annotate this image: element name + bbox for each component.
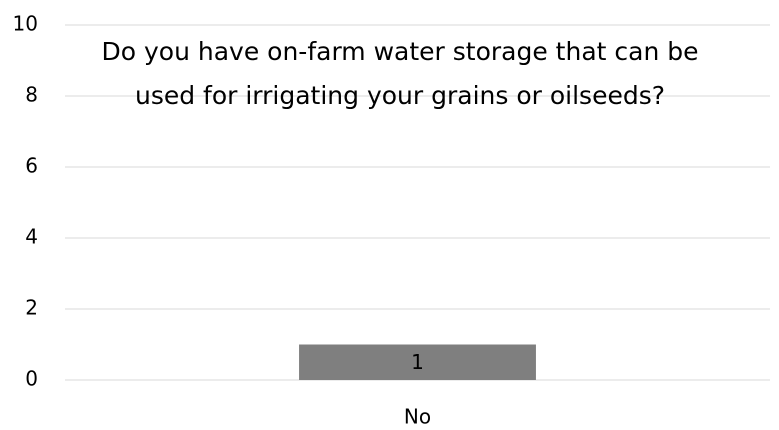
y-tick-label: 8 [25, 83, 38, 107]
x-tick-label: No [404, 405, 431, 429]
y-tick-label: 10 [13, 12, 38, 36]
bar [299, 344, 536, 380]
chart-title: Do you have on-farm water storage that c… [101, 37, 699, 110]
y-tick-label: 4 [25, 225, 38, 249]
y-tick-label: 0 [25, 367, 38, 391]
y-tick-label: 6 [25, 154, 38, 178]
y-tick-label: 2 [25, 296, 38, 320]
data-label: 1 [411, 350, 424, 374]
